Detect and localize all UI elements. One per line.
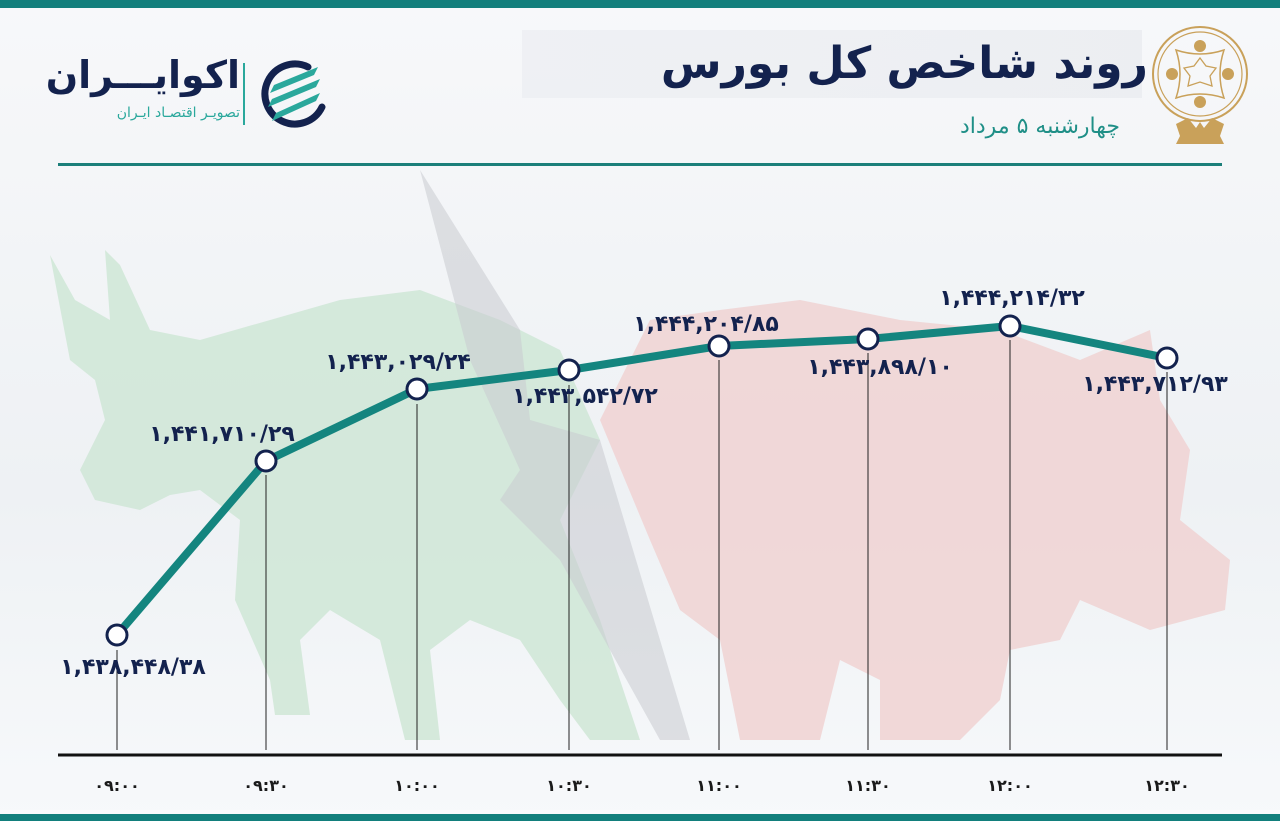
ecoiran-logo-icon: [261, 60, 326, 128]
index-series-line: [113, 322, 1171, 639]
brand-name: اکوایـــران: [45, 53, 240, 97]
data-label: ۱,۴۴۴,۲۰۴/۸۵: [633, 312, 779, 337]
x-tick-label: ۱۱:۳۰: [845, 776, 891, 795]
data-label: ۱,۴۴۳,۰۲۹/۲۴: [325, 350, 471, 375]
page-title: روند شاخص کل بورس: [660, 38, 1148, 89]
data-label: ۱,۴۴۳,۵۴۲/۷۲: [512, 384, 658, 409]
data-label: ۱,۴۳۸,۴۴۸/۳۸: [60, 655, 206, 680]
brand-block: اکوایـــران تصویـر اقتصـاد ایـران: [46, 45, 340, 135]
vertical-guides: [116, 340, 1168, 750]
x-tick-label: ۱۲:۳۰: [1144, 776, 1190, 795]
header-divider: [58, 163, 1222, 166]
data-label: ۱,۴۴۴,۲۱۴/۳۲: [939, 286, 1085, 311]
x-tick-label: ۱۰:۰۰: [394, 776, 440, 795]
brand-divider: [243, 63, 245, 125]
tehran-stock-exchange-emblem-icon: [1152, 26, 1248, 144]
data-label: ۱,۴۴۱,۷۱۰/۲۹: [149, 422, 295, 447]
title-band: [522, 30, 1142, 98]
brand-tagline: تصویـر اقتصـاد ایـران: [116, 105, 240, 121]
x-tick-label: ۰۹:۰۰: [94, 776, 140, 795]
top-accent-bar: [0, 0, 1280, 8]
date-subtitle: چهارشنبه ۵ مرداد: [959, 114, 1120, 139]
data-label: ۱,۴۴۳,۷۱۲/۹۳: [1082, 372, 1228, 397]
x-tick-label: ۱۲:۰۰: [987, 776, 1033, 795]
data-label: ۱,۴۴۳,۸۹۸/۱۰: [807, 355, 953, 380]
x-tick-label: ۱۱:۰۰: [696, 776, 742, 795]
data-points: [105, 314, 1179, 647]
x-tick-label: ۱۰:۳۰: [546, 776, 592, 795]
x-tick-label: ۰۹:۳۰: [243, 776, 289, 795]
bottom-accent-bar: [0, 814, 1280, 821]
